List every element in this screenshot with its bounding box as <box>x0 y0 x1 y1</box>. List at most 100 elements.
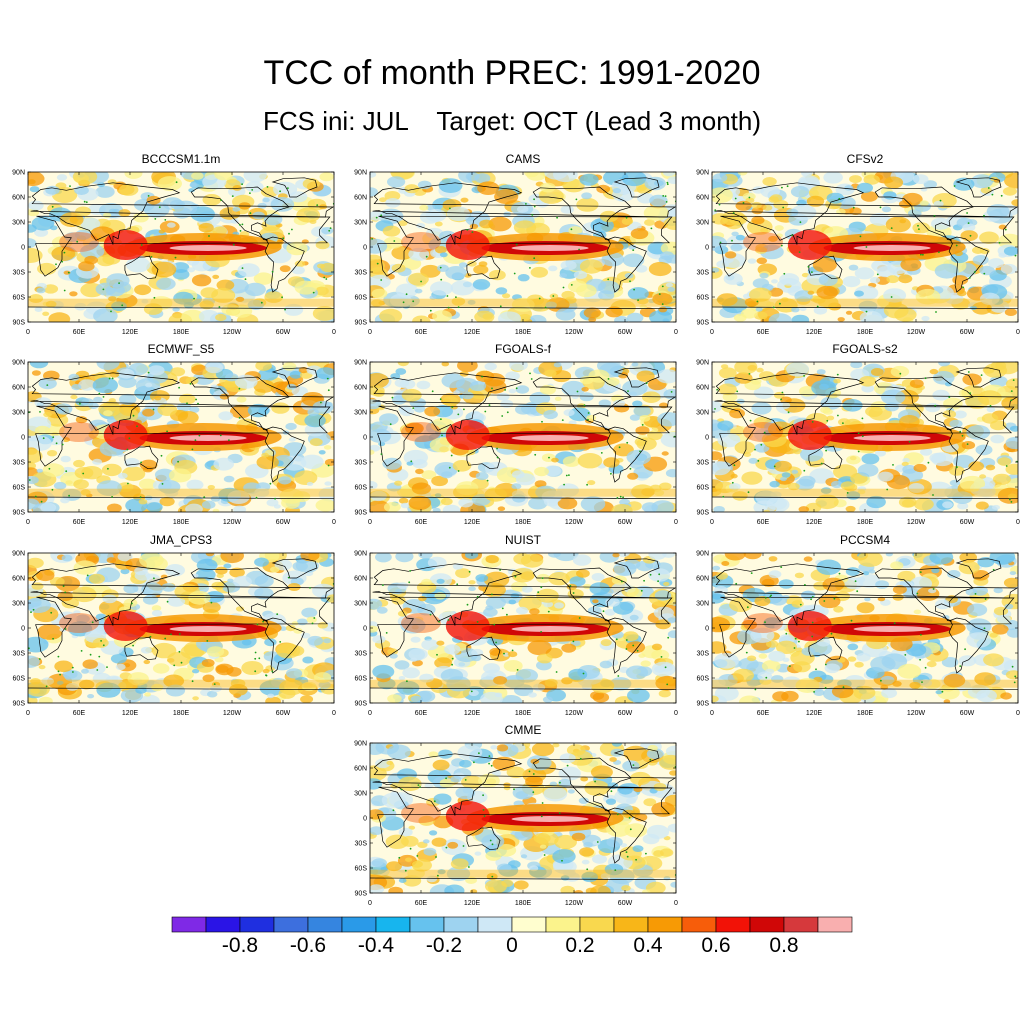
significance-dot <box>718 203 721 206</box>
significance-dot <box>254 670 257 673</box>
significance-dot <box>186 402 188 405</box>
significance-dot <box>920 633 922 636</box>
significance-dot <box>562 286 565 289</box>
significance-dot <box>166 600 169 603</box>
significance-dot <box>625 216 628 219</box>
lat-tick-label: 90N <box>696 170 709 177</box>
significance-dot <box>969 392 971 394</box>
significance-dot <box>916 592 919 595</box>
significance-dot <box>32 608 35 611</box>
lon-tick-label: 60W <box>618 519 633 526</box>
coastline <box>606 236 647 293</box>
significance-dot <box>287 576 290 579</box>
significance-dot <box>559 781 561 784</box>
significance-dot <box>79 402 81 405</box>
colorbar-swatch <box>375 916 411 933</box>
panel-title: FGOALS-s2 <box>832 342 898 356</box>
significance-dot <box>85 201 88 204</box>
significance-dot <box>754 448 756 451</box>
significance-dot <box>948 396 951 398</box>
antarctic-coastline <box>370 496 676 500</box>
significance-dot <box>540 815 543 818</box>
significance-dot <box>488 404 491 406</box>
significance-dot <box>106 666 108 668</box>
significance-dot <box>983 627 986 630</box>
significance-dot <box>803 375 805 377</box>
significance-dot <box>803 469 806 472</box>
significance-dot <box>52 436 55 439</box>
significance-dot <box>760 443 763 446</box>
significance-dot <box>666 183 669 186</box>
significance-dot <box>756 300 759 303</box>
significance-dot <box>714 408 716 410</box>
significance-dot <box>440 278 443 281</box>
significance-dot <box>447 306 450 309</box>
lat-tick-label: 90N <box>12 360 25 367</box>
significance-dot <box>57 655 60 658</box>
colorbar-swatch <box>511 916 547 933</box>
significance-dot <box>987 187 990 189</box>
significance-dot <box>375 216 378 219</box>
significance-dot <box>219 434 222 437</box>
significance-dot <box>582 672 585 675</box>
lon-tick-label: 60E <box>415 900 428 907</box>
significance-dot <box>810 598 812 601</box>
significance-dot <box>748 196 751 199</box>
significance-dot <box>40 500 43 503</box>
panel-title: CAMS <box>506 152 541 166</box>
significance-dot <box>983 272 986 275</box>
significance-dot <box>59 673 61 676</box>
significance-dot <box>764 596 767 599</box>
significance-dot <box>640 589 643 592</box>
significance-dot <box>791 234 793 237</box>
significance-dot <box>39 411 41 413</box>
significance-dot <box>514 575 517 578</box>
coastline <box>190 567 290 622</box>
significance-dot <box>824 687 827 689</box>
significance-dot <box>798 251 801 254</box>
significance-dot <box>197 402 199 405</box>
significance-dot <box>50 611 53 614</box>
coastline <box>271 367 318 388</box>
significance-dot <box>932 588 935 590</box>
significance-dot <box>118 282 120 284</box>
significance-dot <box>266 186 269 188</box>
significance-dot <box>495 641 497 644</box>
lon-tick-label: 120E <box>806 519 823 526</box>
significance-dot <box>938 251 940 254</box>
significance-dot <box>271 270 274 273</box>
significance-dot <box>249 192 251 195</box>
panel-title: JMA_CPS3 <box>150 533 212 547</box>
significance-dot <box>575 198 578 201</box>
significance-dot <box>857 432 860 435</box>
significance-dot <box>309 587 311 589</box>
main-title: TCC of month PREC: 1991-2020 <box>263 54 760 92</box>
significance-dot <box>763 431 766 434</box>
significance-dot <box>625 648 628 650</box>
significance-dot <box>48 467 51 470</box>
significance-dot <box>607 378 610 380</box>
significance-dot <box>632 249 635 252</box>
significance-dot <box>220 199 223 202</box>
significance-dot <box>917 224 919 227</box>
significance-dot <box>51 488 54 491</box>
coastline <box>271 558 318 579</box>
significance-dot <box>815 668 817 671</box>
lon-tick-label: 120W <box>223 519 242 526</box>
lon-tick-label: 0 <box>26 710 30 717</box>
coastline <box>955 177 1002 198</box>
significance-dot <box>722 495 725 498</box>
coastline <box>30 563 334 626</box>
significance-dot <box>670 391 673 393</box>
significance-dot <box>409 847 412 850</box>
coastline <box>532 186 632 241</box>
antarctic-coastline <box>712 496 1018 500</box>
significance-dot <box>281 296 283 299</box>
significance-dot <box>213 683 216 685</box>
coastline <box>264 236 305 293</box>
significance-dot <box>980 374 983 376</box>
lon-tick-label: 0 <box>1016 519 1020 526</box>
lon-tick-label: 0 <box>332 329 336 336</box>
significance-dot <box>457 306 460 309</box>
lat-tick-label: 0 <box>363 816 367 823</box>
